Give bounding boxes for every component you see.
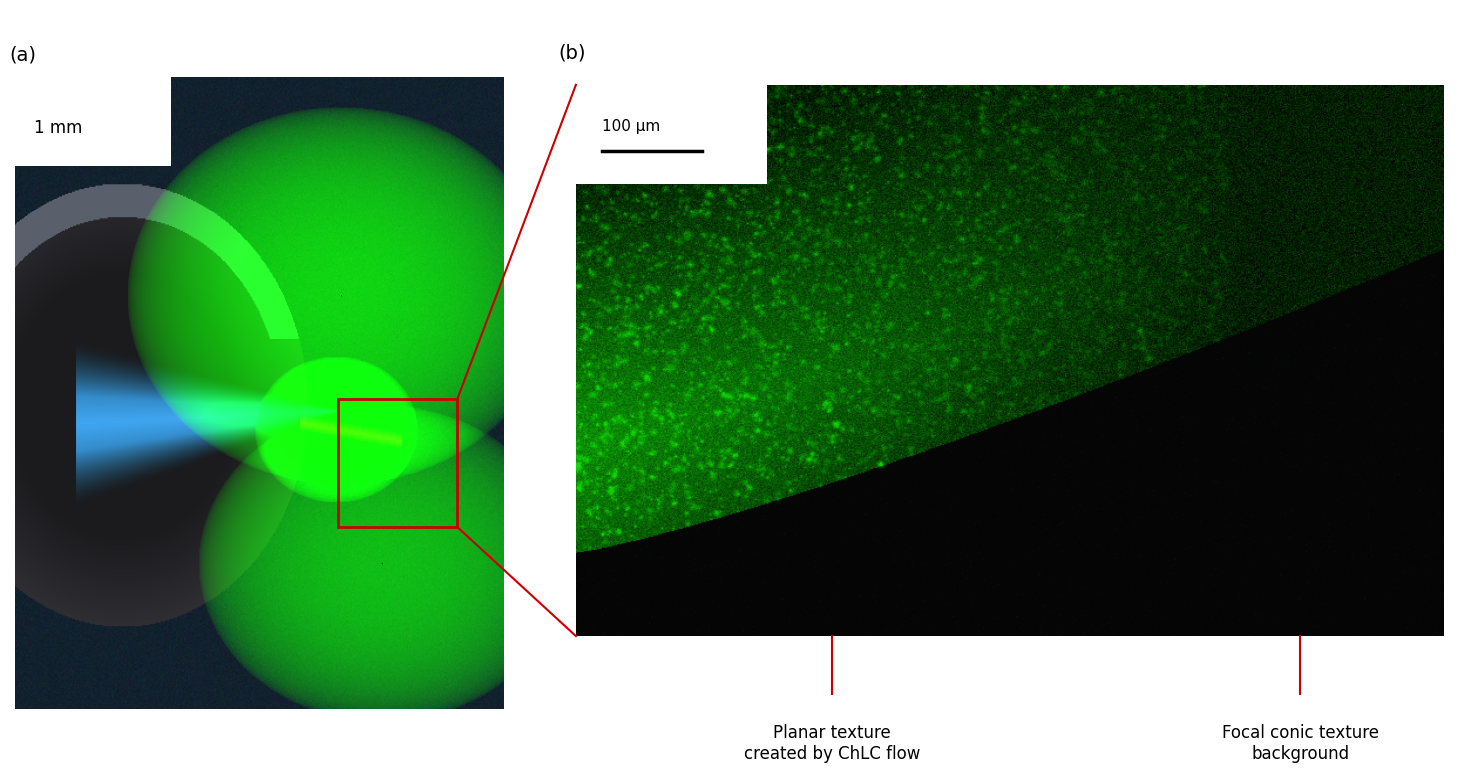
Text: 1 mm: 1 mm (34, 119, 83, 136)
Text: (b): (b) (558, 44, 586, 62)
Bar (15, 77, 171, 166)
Text: (a): (a) (10, 45, 36, 65)
Bar (576, 85, 767, 184)
Text: 100 μm: 100 μm (602, 120, 660, 134)
Text: Focal conic texture
background: Focal conic texture background (1222, 725, 1379, 763)
Text: Planar texture
created by ChLC flow: Planar texture created by ChLC flow (744, 725, 920, 763)
Bar (338, 399, 458, 527)
